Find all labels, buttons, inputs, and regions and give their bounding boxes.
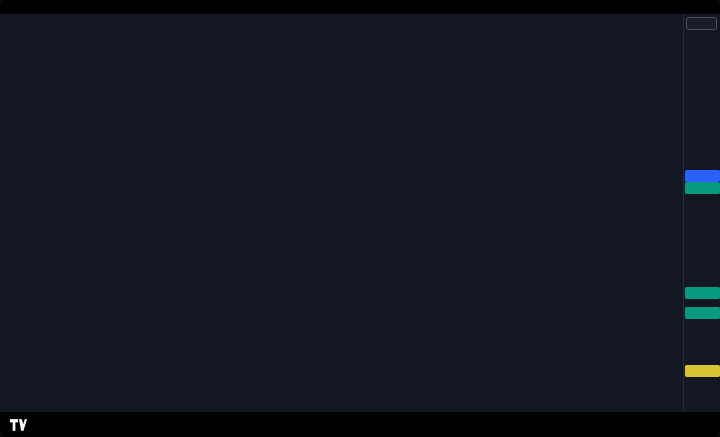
chart-canvas <box>0 14 720 412</box>
currency-toggle-button[interactable] <box>686 17 717 30</box>
ma-price-badge <box>685 170 720 182</box>
attribution-bar <box>0 0 720 14</box>
brand-bar <box>0 412 720 437</box>
rsi-badge <box>685 365 720 377</box>
last-price-badge <box>685 182 720 194</box>
macd-badge <box>685 307 720 319</box>
price-scale <box>683 14 720 412</box>
chart-area <box>0 14 720 412</box>
volume-badge <box>685 287 720 299</box>
tradingview-logo-icon[interactable] <box>10 418 27 432</box>
